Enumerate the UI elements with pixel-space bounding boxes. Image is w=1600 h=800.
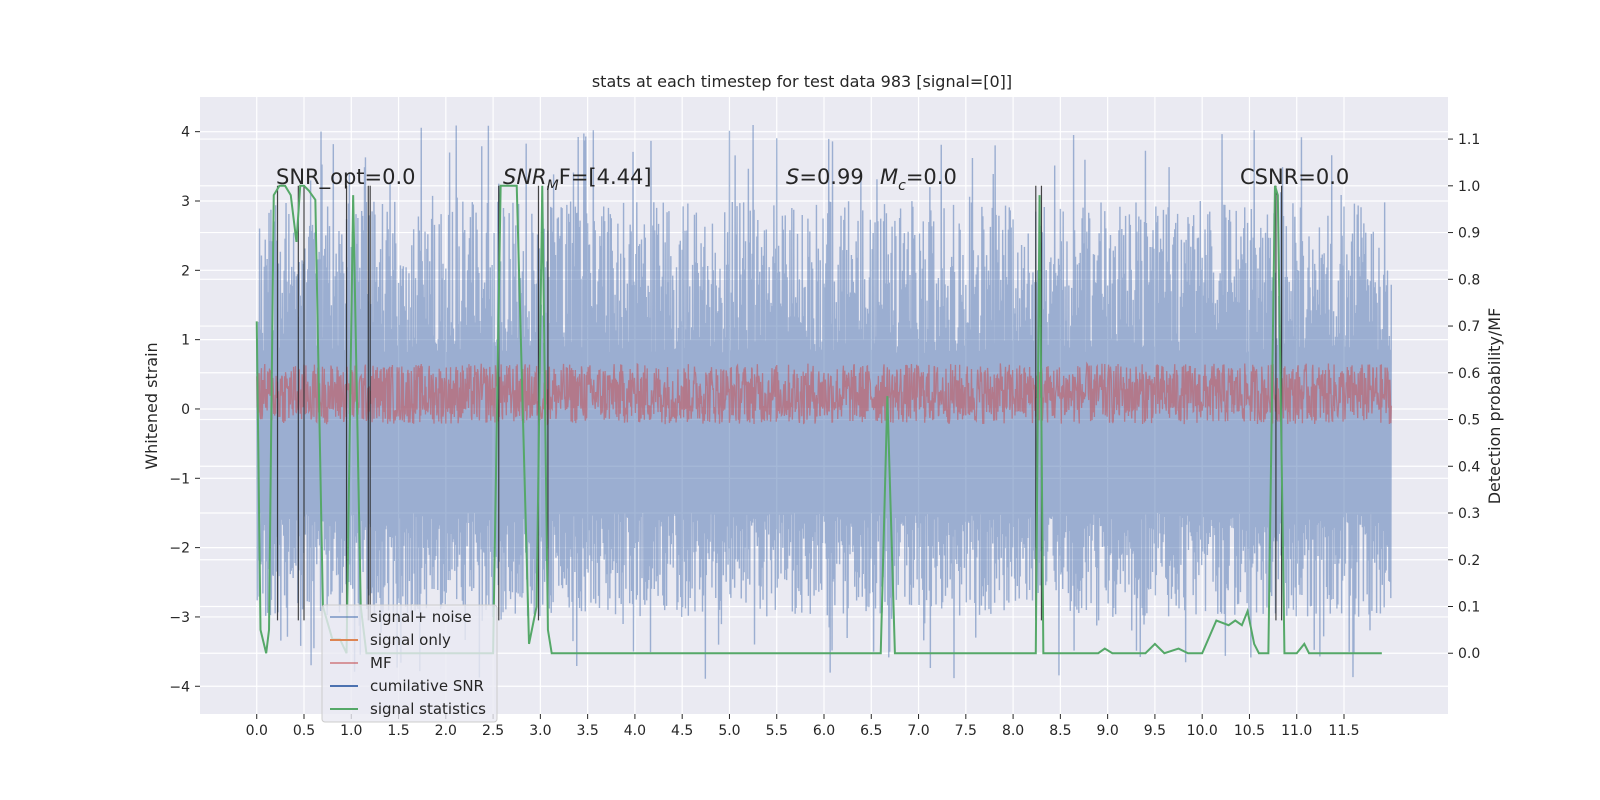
annotation-snr-mf-suffix: F=[4.44] [559,165,652,189]
x-tick-label: 0.5 [293,723,315,739]
plot-series-group [255,124,1392,679]
y-left-tick-label: 0 [181,402,190,418]
x-tick-label: 4.0 [624,723,646,739]
x-tick-label: 7.5 [955,723,977,739]
y-left-axis-title: Whitened strain [142,342,161,469]
legend-label: signal statistics [370,700,486,718]
x-tick-label: 9.5 [1144,723,1166,739]
x-tick-label: 8.5 [1049,723,1071,739]
y-right-tick-label: 0.4 [1458,459,1480,475]
y-right-tick-label: 1.0 [1458,179,1480,195]
y-left-tick-label: 4 [181,125,190,141]
series-signal-statistics [255,184,1382,655]
y-left-tick-label: −3 [169,610,190,626]
y-left-tick-label: 3 [181,194,190,210]
annotation-mc-label: M [880,165,898,189]
x-tick-label: 0.0 [246,723,268,739]
x-tick-label: 9.0 [1097,723,1119,739]
y-right-tick-label: 0.9 [1458,226,1480,242]
annotation-csnr: CSNR=0.0 [1240,165,1349,189]
series-line-mf [256,361,1392,426]
x-tick-label: 3.0 [529,723,551,739]
legend: signal+ noise signal only MF cumilative SNR… [321,604,498,723]
x-axis-ticks: 0.0 0.5 1.0 1.5 2.0 2.5 3.0 3.5 4.0 4.5 5.0 5.5 6.0 6… [246,714,1360,739]
y-right-tick-label: 0.7 [1458,319,1480,335]
x-tick-label: 8.0 [1002,723,1024,739]
x-tick-label: 6.5 [860,723,882,739]
y-right-tick-label: 0.1 [1458,599,1480,615]
x-tick-label: 2.5 [482,723,504,739]
x-tick-label: 4.5 [671,723,693,739]
annotation-snr-opt: SNR_opt=0.0 [276,165,416,190]
series-line-signal-statistics [255,184,1382,655]
legend-label: MF [370,654,392,672]
x-tick-label: 11.5 [1328,723,1359,739]
y-right-tick-label: 0.0 [1458,646,1480,662]
y-right-tick-label: 0.8 [1458,272,1480,288]
y-right-axis-ticks: 0.0 0.1 0.2 0.3 0.4 0.5 0.6 0.7 0.8 0.9 1.0 1.1 [1448,132,1480,662]
y-right-tick-label: 0.2 [1458,553,1480,569]
series-mf [256,361,1392,426]
series-line-signal-plus-noise [256,124,1392,679]
y-left-tick-label: −1 [169,471,190,487]
x-tick-label: 1.5 [387,723,409,739]
x-tick-label: 5.0 [718,723,740,739]
y-left-axis-ticks: −4 −3 −2 −1 0 1 2 3 4 [169,125,200,695]
y-left-tick-label: −4 [169,679,190,695]
annotation-mc: Mc=0.0 [880,165,957,194]
annotation-mc-value: =0.0 [906,165,957,189]
y-left-tick-label: −2 [169,541,190,557]
annotation-s: S=0.99 [786,165,864,189]
legend-label: signal only [370,631,451,649]
annotation-mc-sub: c [898,178,906,194]
annotation-snr-mf-prefix: SNR [503,165,547,189]
y-right-tick-label: 0.6 [1458,366,1480,382]
x-tick-label: 11.0 [1281,723,1312,739]
y-right-axis-title: Detection probability/MF [1485,308,1504,505]
chart-title: stats at each timestep for test data 983… [592,72,1012,91]
annotation-s-label: S [786,165,799,189]
x-tick-label: 2.0 [435,723,457,739]
legend-label: cumilative SNR [370,677,484,695]
y-right-tick-label: 0.3 [1458,506,1480,522]
y-left-tick-label: 2 [181,263,190,279]
x-tick-label: 3.5 [577,723,599,739]
y-right-tick-label: 1.1 [1458,132,1480,148]
legend-box [321,604,498,723]
y-left-tick-label: 1 [181,333,190,349]
x-tick-label: 5.5 [766,723,788,739]
x-tick-label: 7.0 [907,723,929,739]
x-tick-label: 1.0 [340,723,362,739]
x-tick-label: 10.0 [1187,723,1218,739]
y-right-tick-label: 0.5 [1458,413,1480,429]
x-tick-label: 10.5 [1234,723,1265,739]
annotation-snr-mf: SNRMF=[4.44] [503,165,652,194]
x-tick-label: 6.0 [813,723,835,739]
annotation-s-value: =0.99 [799,165,863,189]
legend-label: signal+ noise [370,608,472,626]
series-signal-plus-noise [256,124,1392,679]
annotation-snr-mf-sub: M [547,178,559,194]
